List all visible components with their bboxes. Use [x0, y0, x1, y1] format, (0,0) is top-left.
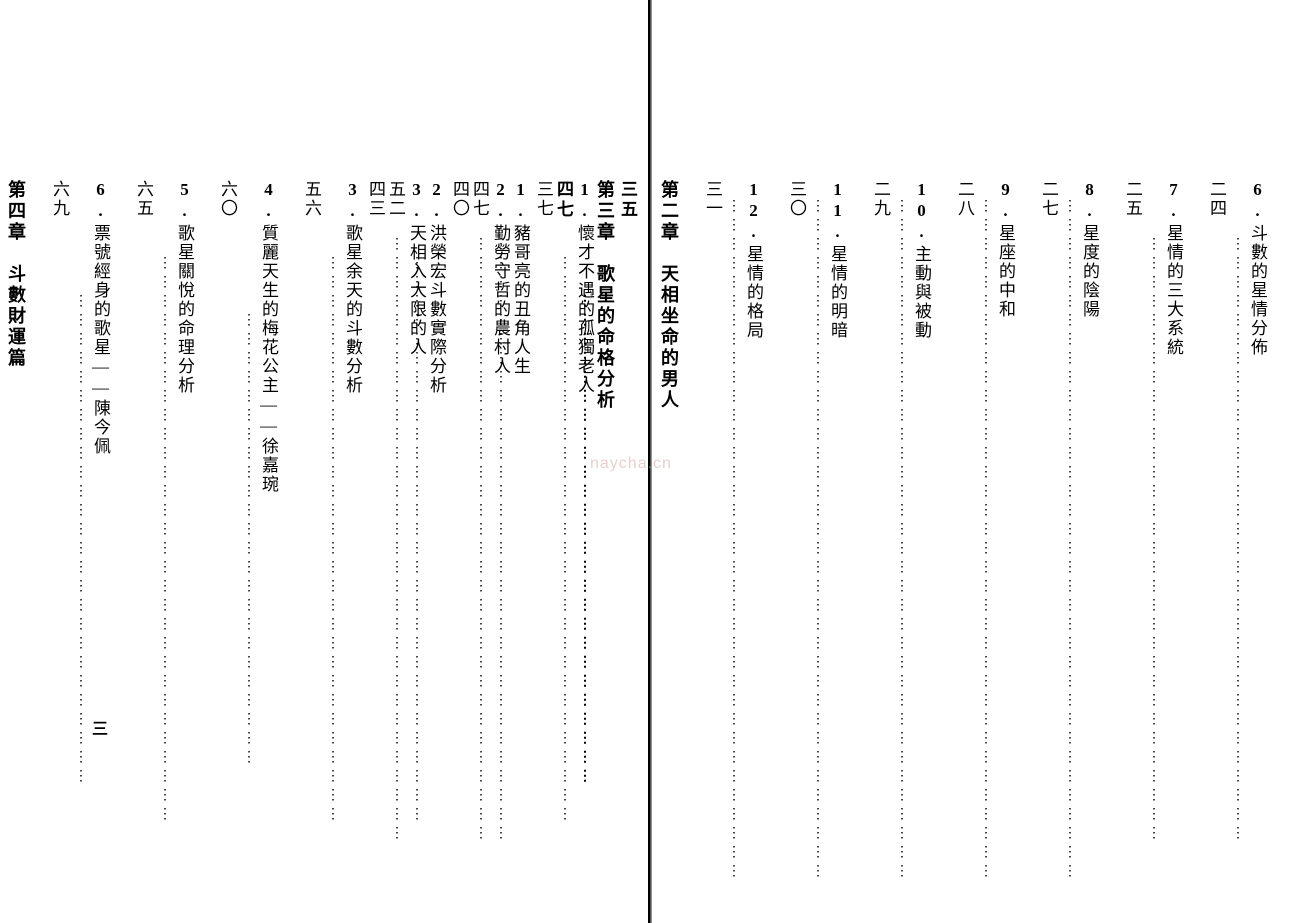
toc-entry: 9.星座的中和 ⋮⋮⋮⋮⋮⋮⋮⋮⋮⋮⋮⋮⋮⋮⋮⋮⋮⋮⋮⋮⋮⋮⋮⋮⋮⋮⋮⋮⋮⋮⋮⋮…	[952, 180, 1018, 900]
folio-number: 三	[85, 720, 109, 736]
toc-entry: 4.質麗天生的梅花公主——徐嘉琬 ⋮⋮⋮⋮⋮⋮⋮⋮⋮⋮⋮⋮⋮⋮⋮⋮⋮⋮⋮⋮⋮⋮⋮…	[215, 180, 281, 900]
watermark-text: naycha.cn	[590, 455, 672, 473]
toc-entry: 5.歌星關悅的命理分析 ⋮⋮⋮⋮⋮⋮⋮⋮⋮⋮⋮⋮⋮⋮⋮⋮⋮⋮⋮⋮⋮⋮⋮⋮⋮⋮⋮⋮…	[131, 180, 197, 900]
toc-entry: 12.星情的格局 ⋮⋮⋮⋮⋮⋮⋮⋮⋮⋮⋮⋮⋮⋮⋮⋮⋮⋮⋮⋮⋮⋮⋮⋮⋮⋮⋮⋮⋮⋮⋮…	[700, 180, 766, 900]
toc-entry: 1.懷才不遇的孤獨老人 ⋮⋮⋮⋮⋮⋮⋮⋮⋮⋮⋮⋮⋮⋮⋮⋮⋮⋮⋮⋮⋮⋮⋮⋮⋮⋮⋮⋮…	[531, 180, 597, 900]
chapter-4-header: 第四章 斗數財運篇 ⋮⋮⋮⋮⋮⋮⋮⋮⋮⋮⋮⋮⋮⋮⋮⋮⋮⋮⋮⋮⋮⋮⋮⋮⋮⋮⋮⋮⋮⋮…	[0, 180, 29, 900]
toc-entry: 6.票號經身的歌星——陳今佩 ⋮⋮⋮⋮⋮⋮⋮⋮⋮⋮⋮⋮⋮⋮⋮⋮⋮⋮⋮⋮⋮⋮⋮⋮⋮…	[47, 180, 113, 900]
left-columns: 第三章 歌星的命格分析 ⋮⋮⋮⋮⋮⋮⋮⋮⋮⋮⋮⋮⋮⋮⋮⋮⋮⋮⋮⋮⋮⋮⋮⋮⋮⋮ 四…	[30, 180, 618, 883]
toc-entry: 11.星情的明暗 ⋮⋮⋮⋮⋮⋮⋮⋮⋮⋮⋮⋮⋮⋮⋮⋮⋮⋮⋮⋮⋮⋮⋮⋮⋮⋮⋮⋮⋮⋮⋮…	[784, 180, 850, 900]
right-page: 6.斗數的星情分佈 ⋮⋮⋮⋮⋮⋮⋮⋮⋮⋮⋮⋮⋮⋮⋮⋮⋮⋮⋮⋮⋮⋮⋮⋮⋮⋮⋮⋮⋮⋮…	[650, 0, 1300, 923]
toc-entry: 7.星情的三大系統 ⋮⋮⋮⋮⋮⋮⋮⋮⋮⋮⋮⋮⋮⋮⋮⋮⋮⋮⋮⋮⋮⋮⋮⋮⋮⋮⋮⋮⋮⋮…	[1120, 180, 1186, 900]
toc-entry: 3.歌星余天的斗數分析 ⋮⋮⋮⋮⋮⋮⋮⋮⋮⋮⋮⋮⋮⋮⋮⋮⋮⋮⋮⋮⋮⋮⋮⋮⋮⋮⋮⋮…	[299, 180, 365, 900]
toc-entry: 8.星度的陰陽 ⋮⋮⋮⋮⋮⋮⋮⋮⋮⋮⋮⋮⋮⋮⋮⋮⋮⋮⋮⋮⋮⋮⋮⋮⋮⋮⋮⋮⋮⋮⋮⋮…	[1036, 180, 1102, 900]
toc-entry: 3.天相入大限的人 ⋮⋮⋮⋮⋮⋮⋮⋮⋮⋮⋮⋮⋮⋮⋮⋮⋮⋮⋮⋮⋮⋮⋮⋮⋮⋮⋮⋮⋮⋮…	[363, 180, 429, 900]
right-columns: 6.斗數的星情分佈 ⋮⋮⋮⋮⋮⋮⋮⋮⋮⋮⋮⋮⋮⋮⋮⋮⋮⋮⋮⋮⋮⋮⋮⋮⋮⋮⋮⋮⋮⋮…	[680, 180, 1270, 883]
toc-entry: 10.主動與被動 ⋮⋮⋮⋮⋮⋮⋮⋮⋮⋮⋮⋮⋮⋮⋮⋮⋮⋮⋮⋮⋮⋮⋮⋮⋮⋮⋮⋮⋮⋮⋮…	[868, 180, 934, 900]
toc-entry: 6.斗數的星情分佈 ⋮⋮⋮⋮⋮⋮⋮⋮⋮⋮⋮⋮⋮⋮⋮⋮⋮⋮⋮⋮⋮⋮⋮⋮⋮⋮⋮⋮⋮⋮…	[1204, 180, 1270, 900]
toc-entry: 2.勤勞守哲的農村人 ⋮⋮⋮⋮⋮⋮⋮⋮⋮⋮⋮⋮⋮⋮⋮⋮⋮⋮⋮⋮⋮⋮⋮⋮⋮⋮⋮⋮⋮…	[447, 180, 513, 900]
